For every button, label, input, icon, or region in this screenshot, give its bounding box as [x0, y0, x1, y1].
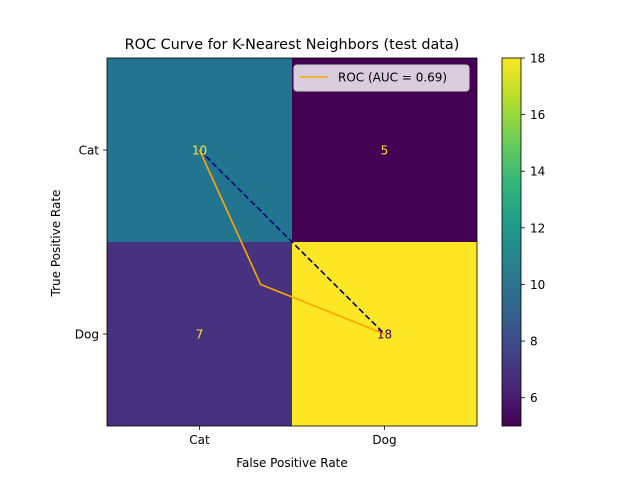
cell-value-label: 18 — [377, 328, 392, 342]
colorbar-tick-label: 14 — [530, 165, 545, 179]
legend-entry-label: ROC (AUC = 0.69) — [338, 71, 447, 85]
heatmap-cell-dog-cat — [107, 242, 292, 426]
y-tick-label: Cat — [79, 144, 100, 158]
diagonal-reference-line — [198, 149, 386, 335]
y-axis-label: True Positive Rate — [49, 190, 63, 298]
colorbar-gradient — [502, 58, 521, 426]
colorbar-tick-label: 6 — [530, 391, 538, 405]
cell-value-label: 5 — [381, 144, 389, 158]
plot-area: 10 5 7 18 Cat Dog Cat Dog — [75, 57, 478, 447]
colorbar-tick-label: 8 — [530, 335, 538, 349]
cell-value-label: 10 — [192, 144, 207, 158]
colorbar-tick-label: 16 — [530, 108, 545, 122]
colorbar-tick-label: 18 — [530, 52, 545, 66]
legend: ROC (AUC = 0.69) — [293, 64, 470, 92]
colorbar-tick-label: 10 — [530, 278, 545, 292]
chart-title: ROC Curve for K-Nearest Neighbors (test … — [125, 37, 460, 53]
colorbar-tick-label: 12 — [530, 221, 545, 235]
colorbar-frame — [501, 57, 522, 427]
plot-frame — [106, 57, 478, 427]
x-axis-label: False Positive Rate — [236, 456, 348, 470]
legend-box — [293, 64, 470, 92]
x-tick-label: Cat — [189, 433, 210, 447]
colorbar: 6 8 10 12 14 16 18 — [501, 52, 545, 427]
x-tick-label: Dog — [372, 433, 396, 447]
cell-value-label: 7 — [196, 328, 204, 342]
roc-curve-line — [198, 149, 385, 335]
y-tick-label: Dog — [75, 328, 99, 342]
